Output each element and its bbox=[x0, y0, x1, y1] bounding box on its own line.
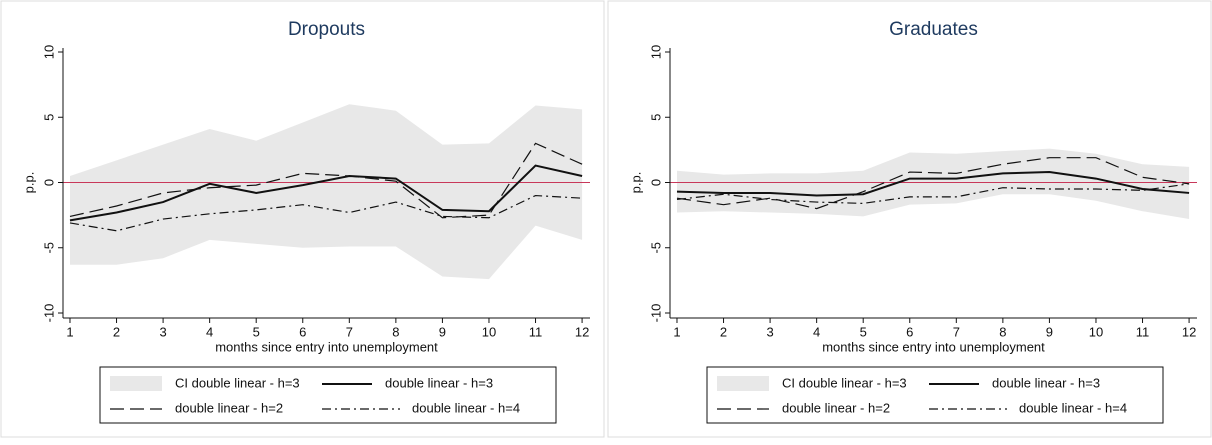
x-tick-label: 12 bbox=[575, 324, 589, 339]
x-tick-label: 12 bbox=[1182, 324, 1196, 339]
chart-title: Graduates bbox=[889, 19, 978, 40]
y-tick-label: -5 bbox=[648, 242, 663, 254]
legend-swatch bbox=[717, 376, 769, 391]
y-tick-label: 5 bbox=[648, 114, 663, 121]
legend-label: double linear - h=2 bbox=[175, 400, 283, 415]
x-tick-label: 9 bbox=[439, 324, 446, 339]
x-tick-label: 4 bbox=[813, 324, 820, 339]
series-line bbox=[676, 171, 1190, 197]
legend-box bbox=[706, 366, 1164, 424]
x-tick-label: 10 bbox=[1089, 324, 1103, 339]
legend-label: CI double linear - h=3 bbox=[175, 375, 300, 390]
x-tick-label: 9 bbox=[1046, 324, 1053, 339]
x-axis-label: months since entry into unemployment bbox=[822, 339, 1045, 354]
series-line bbox=[676, 157, 1190, 210]
series-line bbox=[69, 142, 583, 219]
legend-label: double linear - h=4 bbox=[1019, 400, 1127, 415]
x-tick-label: 7 bbox=[953, 324, 960, 339]
chart-title: Dropouts bbox=[288, 19, 365, 40]
y-tick-label: 10 bbox=[648, 45, 663, 59]
y-tick-label: -10 bbox=[41, 304, 56, 323]
y-tick-label: 10 bbox=[41, 45, 56, 59]
x-tick-label: 11 bbox=[529, 324, 543, 339]
legend-box bbox=[99, 366, 557, 424]
y-axis-label: p.p. bbox=[21, 172, 36, 194]
x-tick-label: 2 bbox=[720, 324, 727, 339]
y-tick-label: 0 bbox=[648, 179, 663, 186]
x-tick-label: 11 bbox=[1136, 324, 1150, 339]
x-tick-label: 8 bbox=[999, 324, 1006, 339]
x-tick-label: 8 bbox=[392, 324, 399, 339]
x-axis-label: months since entry into unemployment bbox=[215, 339, 438, 354]
x-tick-label: 1 bbox=[673, 324, 680, 339]
legend-label: double linear - h=3 bbox=[992, 375, 1100, 390]
y-tick-label: 5 bbox=[41, 114, 56, 121]
x-tick-label: 3 bbox=[159, 324, 166, 339]
y-tick-label: 0 bbox=[41, 179, 56, 186]
x-tick-label: 5 bbox=[860, 324, 867, 339]
legend-swatch bbox=[110, 376, 162, 391]
x-tick-label: 1 bbox=[66, 324, 73, 339]
x-tick-label: 5 bbox=[253, 324, 260, 339]
panel-frame bbox=[607, 0, 1212, 438]
legend-label: double linear - h=2 bbox=[782, 400, 890, 415]
x-tick-label: 10 bbox=[482, 324, 496, 339]
y-tick-label: -5 bbox=[41, 242, 56, 254]
x-tick-label: 7 bbox=[346, 324, 353, 339]
legend-label: CI double linear - h=3 bbox=[782, 375, 907, 390]
x-tick-label: 2 bbox=[113, 324, 120, 339]
x-tick-label: 3 bbox=[766, 324, 773, 339]
legend-label: double linear - h=4 bbox=[412, 400, 520, 415]
ci-band bbox=[69, 104, 583, 280]
x-tick-label: 6 bbox=[299, 324, 306, 339]
y-tick-label: -10 bbox=[648, 304, 663, 323]
y-axis-label: p.p. bbox=[628, 172, 643, 194]
x-tick-label: 6 bbox=[906, 324, 913, 339]
legend-label: double linear - h=3 bbox=[385, 375, 493, 390]
x-tick-label: 4 bbox=[206, 324, 213, 339]
